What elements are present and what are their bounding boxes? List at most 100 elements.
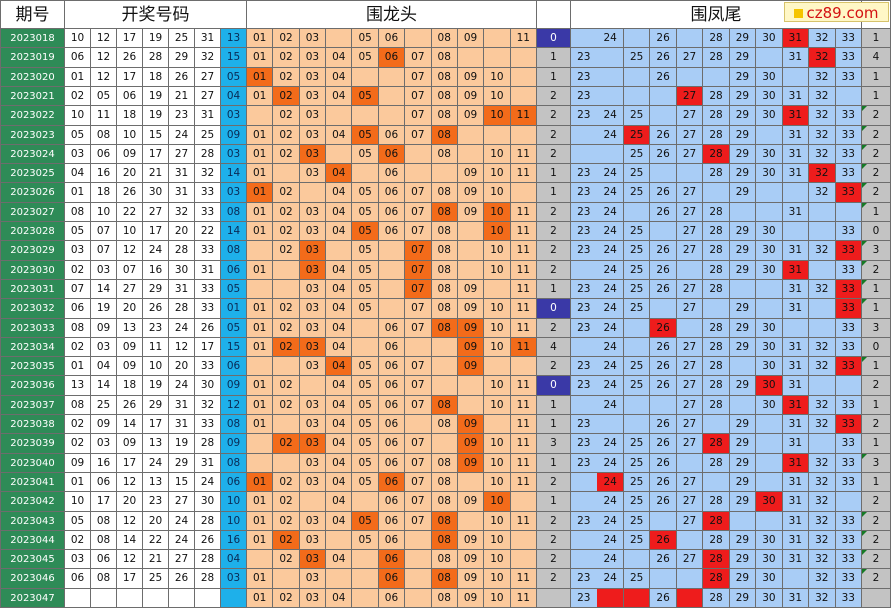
period-cell: 2023033 [0,319,65,338]
phoenix-number-cell [676,29,704,48]
red-ball-cell: 03 [91,261,117,280]
cz89-logo[interactable]: cz89.com [784,2,889,22]
dragon-number-cell [326,145,353,164]
dragon-number-cell: 04 [326,589,353,608]
red-ball-cell: 20 [169,222,195,241]
phoenix-number-cell: 26 [650,280,677,299]
dragon-number-cell: 08 [431,492,458,512]
dragon-number-cell: 11 [510,261,537,280]
phoenix-number-cell: 31 [782,396,810,415]
red-ball-cell: 06 [65,299,91,319]
dragon-hit-count: 2 [537,145,571,164]
blue-ball-cell: 08 [221,241,247,261]
red-ball-cell: 19 [143,106,169,126]
dragon-number-cell: 04 [326,183,353,203]
phoenix-number-cell: 31 [782,203,810,222]
phoenix-hit-count: 2 [862,550,891,569]
dragon-number-cell: 03 [299,512,327,531]
phoenix-number-cell [571,126,598,145]
phoenix-number-cell: 23 [571,164,598,183]
phoenix-number-cell: 33 [835,280,862,299]
phoenix-number-cell: 31 [782,531,810,550]
dragon-number-cell: 02 [273,531,300,550]
dragon-number-cell: 04 [326,338,353,357]
phoenix-number-cell [703,473,730,492]
dragon-number-cell: 01 [247,396,274,415]
phoenix-number-cell: 31 [782,106,810,126]
phoenix-number-cell: 32 [809,396,836,415]
dragon-number-cell [378,241,406,261]
dragon-number-cell [405,415,432,434]
dragon-number-cell: 08 [431,550,458,569]
period-cell: 2023027 [0,203,65,222]
phoenix-number-cell [623,550,651,569]
phoenix-number-cell [571,550,598,569]
corner-flag-icon [862,454,867,459]
red-ball-cell: 13 [65,376,91,396]
red-ball-cell: 05 [65,512,91,531]
red-ball-cell: 19 [91,299,117,319]
logo-text: cz89.com [806,4,879,22]
period-cell: 2023038 [0,415,65,434]
phoenix-number-cell: 28 [703,376,730,396]
phoenix-number-cell [676,589,704,608]
phoenix-number-cell [756,183,783,203]
red-ball-cell: 01 [65,68,91,87]
corner-flag-icon [862,126,867,131]
corner-flag-icon [862,261,867,266]
red-ball-cell: 12 [117,241,143,261]
dragon-number-cell: 06 [378,222,406,241]
phoenix-number-cell: 32 [809,126,836,145]
phoenix-number-cell: 30 [756,492,783,512]
red-ball-cell: 17 [143,145,169,164]
phoenix-number-cell: 31 [782,280,810,299]
red-ball-cell: 27 [195,87,221,106]
phoenix-number-cell: 28 [703,48,730,68]
dragon-number-cell: 06 [378,338,406,357]
dragon-number-cell: 03 [299,357,327,376]
dragon-number-cell: 03 [299,531,327,550]
dragon-number-cell: 06 [378,531,406,550]
phoenix-number-cell: 27 [676,473,704,492]
red-ball-cell [195,589,221,608]
phoenix-number-cell: 29 [729,376,757,396]
dragon-number-cell: 04 [326,550,353,569]
dragon-number-cell [326,29,353,48]
phoenix-number-cell: 29 [729,261,757,280]
phoenix-number-cell: 24 [597,203,624,222]
dragon-number-cell [431,164,458,183]
phoenix-number-cell: 33 [835,415,862,434]
corner-flag-icon [862,164,867,169]
dragon-number-cell [457,512,485,531]
dragon-number-cell: 05 [352,531,379,550]
dragon-number-cell: 02 [273,106,300,126]
red-ball-cell: 24 [169,319,195,338]
phoenix-number-cell: 30 [756,241,783,261]
red-ball-cell: 20 [169,357,195,376]
phoenix-number-cell: 25 [623,183,651,203]
dragon-number-cell [247,434,274,454]
phoenix-number-cell: 33 [835,531,862,550]
dragon-number-cell: 01 [247,29,274,48]
red-ball-cell: 28 [169,299,195,319]
red-ball-cell: 08 [91,569,117,589]
red-ball-cell: 05 [91,87,117,106]
red-ball-cell: 08 [91,126,117,145]
red-ball-cell: 24 [169,512,195,531]
phoenix-number-cell: 29 [729,145,757,164]
dragon-number-cell [484,29,511,48]
dragon-number-cell [352,589,379,608]
dragon-number-cell: 01 [247,183,274,203]
red-ball-cell: 15 [169,473,195,492]
dragon-number-cell: 09 [457,164,485,183]
phoenix-hit-count: 2 [862,492,891,512]
dragon-number-cell: 01 [247,512,274,531]
dragon-hit-count: 1 [537,415,571,434]
red-ball-cell: 26 [143,299,169,319]
phoenix-hit-count: 0 [862,222,891,241]
phoenix-hit-count: 1 [862,29,891,48]
red-ball-cell: 14 [91,376,117,396]
red-ball-cell: 17 [117,569,143,589]
corner-flag-icon [862,569,867,574]
phoenix-number-cell: 33 [835,319,862,338]
